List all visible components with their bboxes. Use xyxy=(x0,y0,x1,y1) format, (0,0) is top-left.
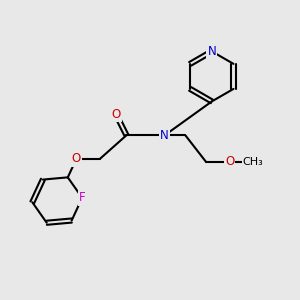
Text: CH₃: CH₃ xyxy=(243,157,263,167)
Text: O: O xyxy=(225,155,234,168)
Text: N: N xyxy=(208,45,216,58)
Text: F: F xyxy=(79,191,86,204)
Text: O: O xyxy=(72,152,81,165)
Text: N: N xyxy=(160,129,169,142)
Text: O: O xyxy=(112,108,121,121)
